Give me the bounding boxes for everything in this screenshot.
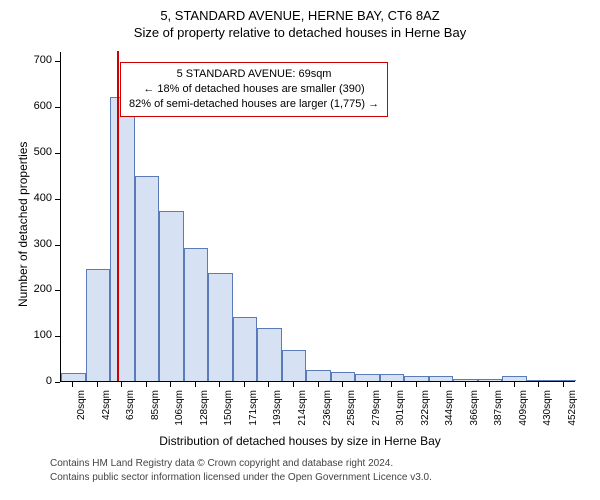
x-tick-mark xyxy=(318,382,319,387)
histogram-bar xyxy=(233,317,258,381)
x-tick-mark xyxy=(219,382,220,387)
x-tick-mark xyxy=(195,382,196,387)
x-tick-mark xyxy=(367,382,368,387)
histogram-bar xyxy=(404,376,429,382)
y-tick-mark xyxy=(55,153,60,154)
y-tick-label: 600 xyxy=(0,100,52,112)
credit-line-1: Contains HM Land Registry data © Crown c… xyxy=(50,458,393,469)
y-tick-mark xyxy=(55,382,60,383)
x-tick-mark xyxy=(489,382,490,387)
x-tick-mark xyxy=(121,382,122,387)
histogram-bar xyxy=(453,379,478,381)
histogram-bar xyxy=(429,376,454,381)
credit-line-2: Contains public sector information licen… xyxy=(50,472,432,483)
histogram-bar xyxy=(282,350,307,381)
x-tick-mark xyxy=(391,382,392,387)
infobox-line2: ← 18% of detached houses are smaller (39… xyxy=(129,82,379,97)
histogram-bar xyxy=(331,372,356,381)
x-tick-label: 150sqm xyxy=(223,390,234,440)
x-tick-label: 193sqm xyxy=(272,390,283,440)
x-tick-label: 279sqm xyxy=(371,390,382,440)
histogram-bar xyxy=(355,374,380,381)
x-tick-label: 63sqm xyxy=(125,390,136,440)
x-tick-mark xyxy=(293,382,294,387)
x-tick-label: 409sqm xyxy=(518,390,529,440)
reference-info-box: 5 STANDARD AVENUE: 69sqm ← 18% of detach… xyxy=(120,62,388,117)
x-tick-label: 366sqm xyxy=(469,390,480,440)
x-tick-mark xyxy=(72,382,73,387)
histogram-bar xyxy=(551,380,576,381)
y-tick-mark xyxy=(55,290,60,291)
histogram-bar xyxy=(61,373,86,381)
infobox-line3: 82% of semi-detached houses are larger (… xyxy=(129,97,379,112)
x-tick-mark xyxy=(538,382,539,387)
chart-title-address: 5, STANDARD AVENUE, HERNE BAY, CT6 8AZ xyxy=(0,0,600,23)
y-tick-label: 300 xyxy=(0,238,52,250)
y-tick-label: 400 xyxy=(0,192,52,204)
x-tick-mark xyxy=(440,382,441,387)
y-axis-label: Number of detached properties xyxy=(16,142,30,307)
x-tick-label: 430sqm xyxy=(542,390,553,440)
x-tick-label: 20sqm xyxy=(76,390,87,440)
y-tick-label: 700 xyxy=(0,54,52,66)
x-tick-label: 106sqm xyxy=(174,390,185,440)
histogram-bar xyxy=(208,273,233,381)
x-tick-label: 301sqm xyxy=(395,390,406,440)
histogram-bar xyxy=(502,376,527,382)
y-tick-label: 100 xyxy=(0,329,52,341)
y-tick-mark xyxy=(55,245,60,246)
x-tick-label: 85sqm xyxy=(150,390,161,440)
x-tick-label: 387sqm xyxy=(493,390,504,440)
x-tick-mark xyxy=(342,382,343,387)
x-tick-label: 344sqm xyxy=(444,390,455,440)
histogram-bar xyxy=(86,269,111,381)
x-tick-mark xyxy=(244,382,245,387)
x-tick-label: 322sqm xyxy=(420,390,431,440)
x-tick-mark xyxy=(170,382,171,387)
histogram-bar xyxy=(306,370,331,381)
x-tick-mark xyxy=(146,382,147,387)
y-tick-label: 0 xyxy=(0,375,52,387)
x-tick-label: 128sqm xyxy=(199,390,210,440)
x-tick-label: 214sqm xyxy=(297,390,308,440)
x-tick-label: 42sqm xyxy=(101,390,112,440)
x-tick-mark xyxy=(268,382,269,387)
y-tick-label: 200 xyxy=(0,283,52,295)
x-tick-mark xyxy=(563,382,564,387)
chart-title-description: Size of property relative to detached ho… xyxy=(0,23,600,40)
infobox-line1: 5 STANDARD AVENUE: 69sqm xyxy=(129,67,379,82)
histogram-bar xyxy=(380,374,405,381)
x-tick-mark xyxy=(416,382,417,387)
histogram-bar xyxy=(478,379,503,381)
histogram-bar xyxy=(527,380,552,381)
x-tick-label: 236sqm xyxy=(322,390,333,440)
x-tick-mark xyxy=(514,382,515,387)
x-tick-label: 452sqm xyxy=(567,390,578,440)
x-tick-mark xyxy=(97,382,98,387)
histogram-bar xyxy=(159,211,184,382)
x-tick-mark xyxy=(465,382,466,387)
x-tick-label: 171sqm xyxy=(248,390,259,440)
y-tick-mark xyxy=(55,199,60,200)
histogram-bar xyxy=(110,97,135,381)
histogram-bar xyxy=(257,328,282,381)
y-tick-mark xyxy=(55,61,60,62)
histogram-bar xyxy=(135,176,160,381)
y-tick-mark xyxy=(55,107,60,108)
histogram-bar xyxy=(184,248,209,381)
y-tick-mark xyxy=(55,336,60,337)
y-tick-label: 500 xyxy=(0,146,52,158)
x-tick-label: 258sqm xyxy=(346,390,357,440)
